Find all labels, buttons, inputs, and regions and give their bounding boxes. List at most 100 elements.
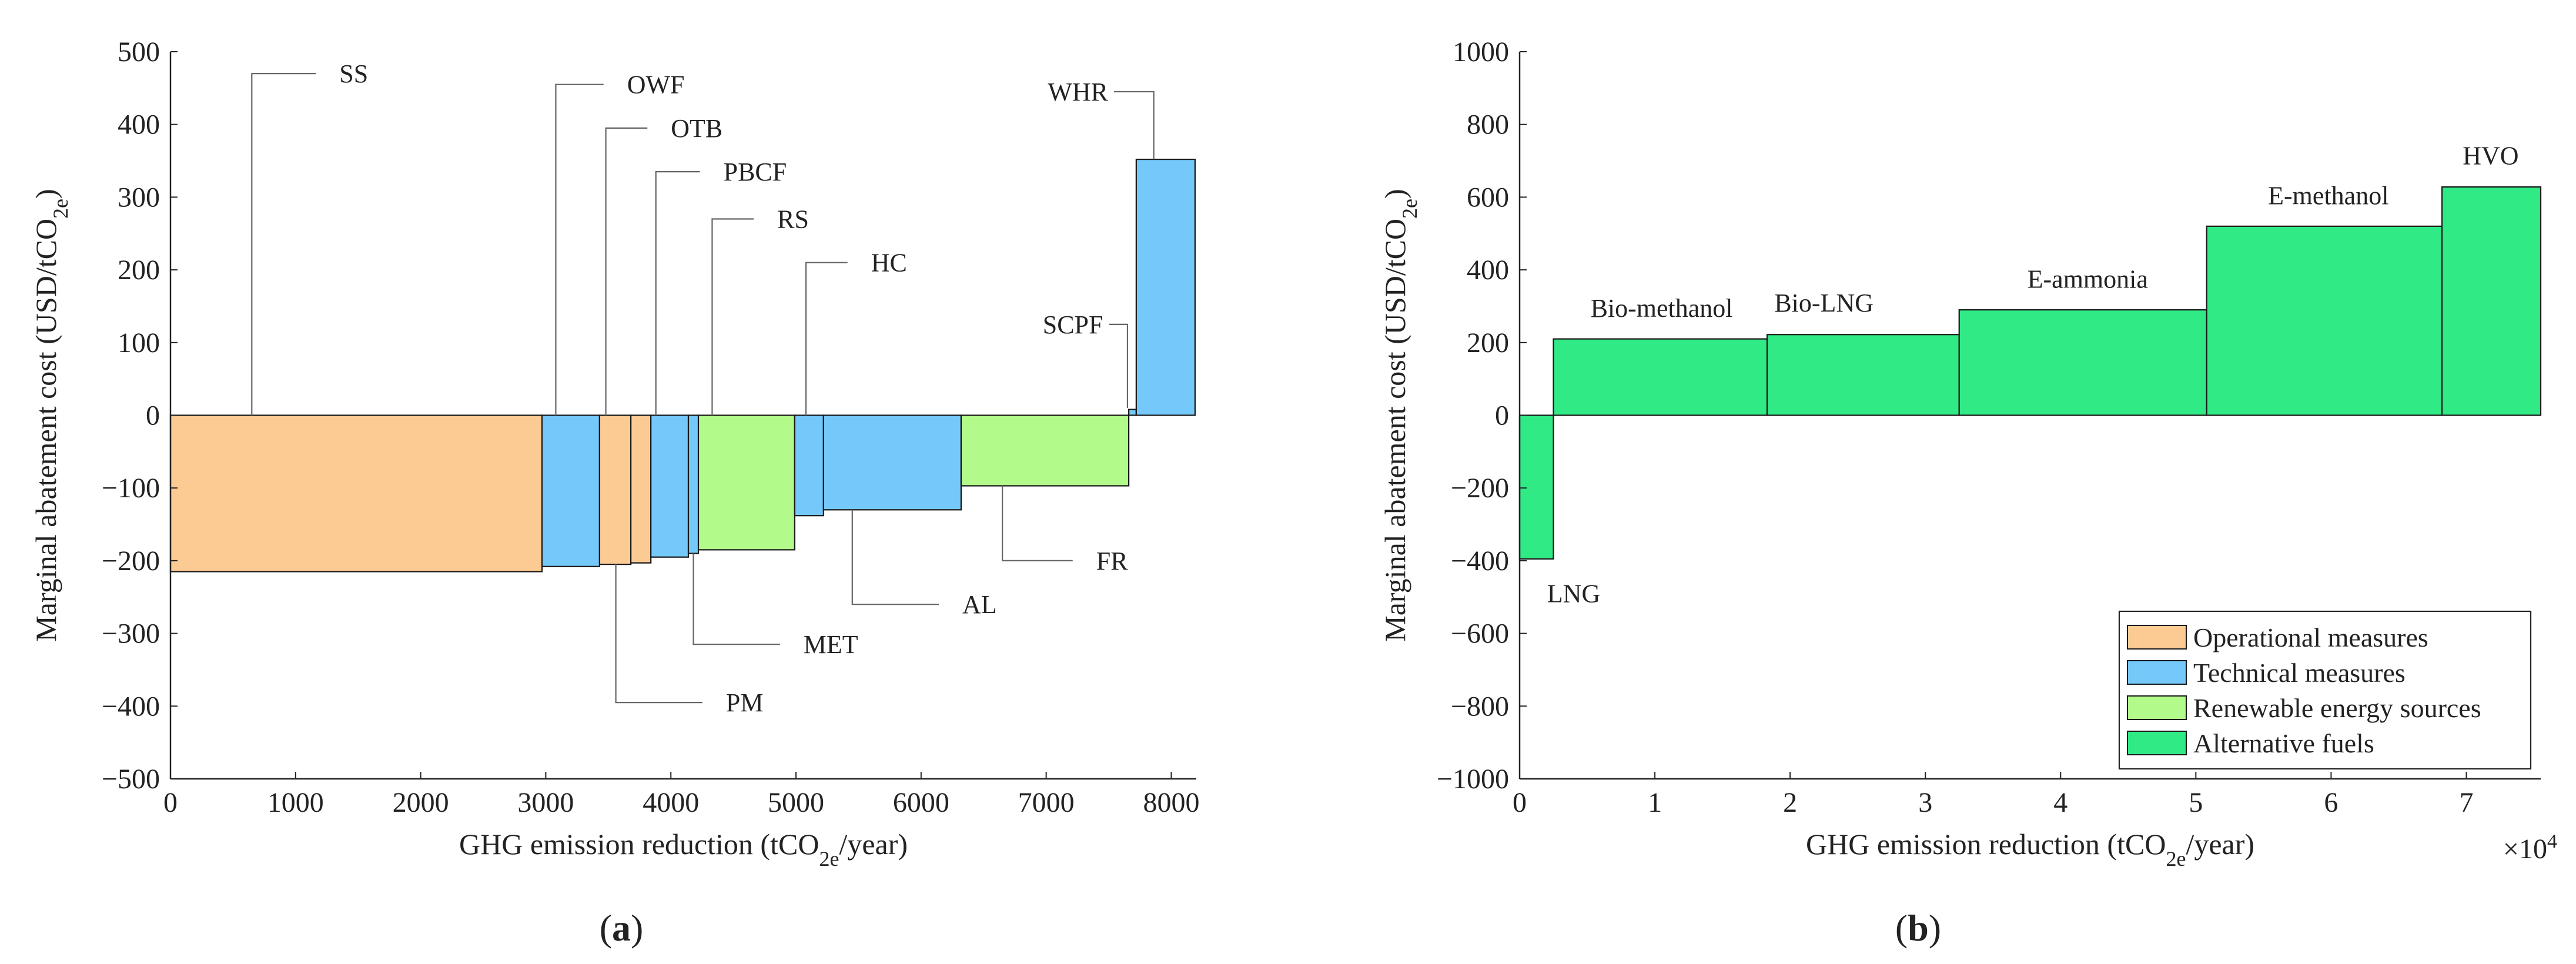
panel-b-bars — [1518, 186, 2542, 560]
x-tick-label-6: 6 — [2324, 787, 2338, 818]
y-tick-label-300: 300 — [118, 182, 160, 213]
leader-owf — [555, 83, 604, 416]
panel-a-bars — [169, 158, 1196, 573]
legend: Operational measures Technical measures Re… — [2118, 610, 2532, 770]
panel-a-axis-labels: GHG emission reduction (tCO2e/year) Margi… — [29, 189, 908, 871]
x-tick-label-5000: 5000 — [768, 787, 824, 818]
annotation-bio-lng: Bio-LNG — [1774, 289, 1874, 317]
annotation-hvo: HVO — [2463, 141, 2518, 170]
annotation-al: AL — [962, 590, 997, 619]
y-tick-label--1000: −1000 — [1437, 764, 1509, 795]
y-tick-label-600: 600 — [1467, 182, 1509, 213]
leader-whr — [1114, 91, 1155, 160]
y-tick-label-400: 400 — [1467, 255, 1509, 286]
y-tick-label-0: 0 — [146, 400, 160, 431]
bar-otb — [630, 414, 652, 564]
bar-pbcf — [650, 414, 690, 558]
x-tick-label-0: 0 — [1513, 787, 1527, 818]
x-tick-label-7000: 7000 — [1018, 787, 1075, 818]
annotation-scpf: SCPF — [1043, 310, 1103, 339]
x-tick-label-4000: 4000 — [643, 787, 699, 818]
leader-met — [692, 553, 780, 645]
x-tick-label-8000: 8000 — [1143, 787, 1199, 818]
y-tick-label--100: −100 — [102, 473, 160, 504]
x-axis-title: GHG emission reduction (tCO2e/year) — [459, 828, 908, 871]
bar-lng — [1518, 414, 1554, 560]
bar-bio-methanol — [1553, 338, 1768, 416]
annotation-fr: FR — [1096, 547, 1128, 575]
x-tick-label-1: 1 — [1648, 787, 1662, 818]
y-tick-label--400: −400 — [1451, 545, 1509, 577]
bar-scpf — [1128, 409, 1137, 416]
legend-swatch-alternative-fuels — [2127, 731, 2187, 755]
x-axis-multiplier: ×104 — [2503, 831, 2557, 865]
y-tick-label--400: −400 — [102, 691, 160, 722]
y-tick-label-500: 500 — [118, 36, 160, 68]
bar-pm — [598, 414, 632, 565]
leader-scpf — [1109, 323, 1129, 409]
x-tick-label-4: 4 — [2053, 787, 2068, 818]
y-tick-label-200: 200 — [1467, 327, 1509, 359]
x-tick-label-2: 2 — [1783, 787, 1797, 818]
panel-label-b: (b) — [1895, 907, 1941, 949]
bar-whr — [1135, 158, 1196, 416]
x-tick-label-3000: 3000 — [517, 787, 574, 818]
annotation-rs: RS — [777, 205, 809, 234]
annotation-hc: HC — [871, 249, 907, 277]
x-tick-label-0: 0 — [163, 787, 178, 818]
y-axis-title: Marginal abatement cost (USD/tCO2e) — [1379, 189, 1421, 641]
panel-label-a: (a) — [600, 907, 644, 949]
legend-swatch-technical-measures — [2127, 660, 2187, 685]
annotation-pbcf: PBCF — [724, 158, 787, 186]
bar-hvo — [2441, 186, 2542, 416]
y-tick-label--200: −200 — [102, 545, 160, 577]
x-tick-label-2000: 2000 — [393, 787, 449, 818]
panel-a-leader-lines — [251, 73, 1155, 704]
x-tick-label-3: 3 — [1918, 787, 1932, 818]
legend-label-operational-measures: Operational measures — [2193, 622, 2428, 652]
leader-otb — [605, 127, 648, 416]
bar-met — [687, 414, 700, 554]
panel-b-ticks: 0 1 2 3 4 5 6 7 −1000 −800 −600 −400 −200 0 200 400 600 8… — [1437, 36, 2474, 818]
x-tick-label-7: 7 — [2459, 787, 2473, 818]
panel-b-chart: 0 1 2 3 4 5 6 7 −1000 −800 −600 −400 −200 0 200 400 600 8… — [1379, 36, 2557, 871]
y-tick-label-0: 0 — [1495, 400, 1509, 431]
annotation-ss: SS — [339, 59, 368, 88]
leader-ss — [251, 73, 316, 416]
x-axis-title: GHG emission reduction (tCO2e/year) — [1806, 828, 2254, 871]
y-tick-label--800: −800 — [1451, 691, 1509, 722]
x-tick-label-5: 5 — [2189, 787, 2203, 818]
annotation-owf: OWF — [627, 71, 685, 99]
bar-owf — [541, 414, 601, 567]
annotation-bio-methanol: Bio-methanol — [1591, 294, 1733, 323]
annotation-e-methanol: E-methanol — [2268, 181, 2388, 210]
x-tick-label-6000: 6000 — [893, 787, 949, 818]
y-tick-label--200: −200 — [1451, 473, 1509, 504]
y-tick-label--600: −600 — [1451, 618, 1509, 650]
panel-b-axis-labels: GHG emission reduction (tCO2e/year) Margi… — [1379, 189, 2557, 871]
bar-hc — [794, 414, 824, 517]
bar-rs — [697, 414, 795, 551]
legend-box — [2118, 610, 2532, 770]
annotation-whr: WHR — [1048, 78, 1108, 106]
y-tick-label-100: 100 — [118, 327, 160, 359]
annotation-otb: OTB — [671, 114, 722, 143]
bar-ss — [169, 414, 543, 573]
y-axis-title: Marginal abatement cost (USD/tCO2e) — [29, 189, 72, 641]
legend-swatch-renewable-energy-sources — [2127, 695, 2187, 720]
bar-al — [822, 414, 962, 511]
leader-hc — [805, 262, 848, 416]
leader-pbcf — [655, 171, 700, 416]
legend-swatch-operational-measures — [2127, 625, 2187, 650]
bar-e-methanol — [2206, 225, 2443, 416]
panel-b-annotations: LNG Bio-methanol Bio-LNG E-ammonia E-methano… — [1547, 141, 2519, 608]
annotation-lng: LNG — [1547, 580, 1600, 608]
annotation-met: MET — [804, 630, 858, 659]
legend-label-technical-measures: Technical measures — [2193, 658, 2406, 688]
leader-pm — [615, 564, 702, 704]
leader-rs — [711, 218, 754, 416]
annotation-pm: PM — [726, 688, 764, 717]
bar-bio-lng — [1766, 334, 1960, 416]
leader-al — [851, 510, 939, 605]
